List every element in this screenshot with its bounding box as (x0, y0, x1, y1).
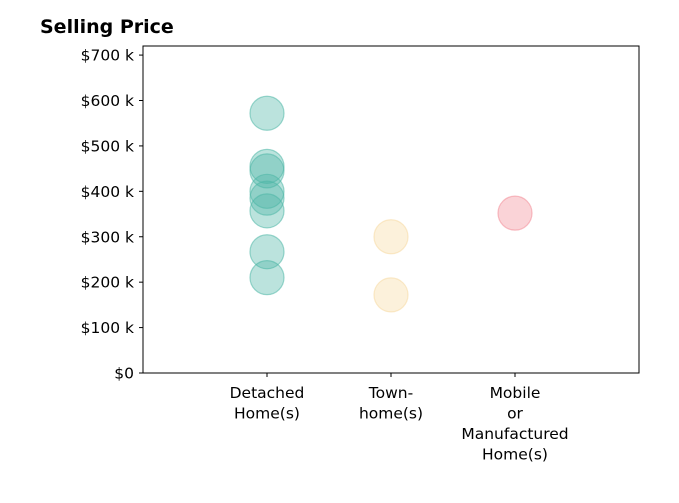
y-tick-label: $600 k (81, 92, 134, 110)
y-tick-label: $700 k (81, 47, 134, 65)
data-point (249, 153, 285, 189)
y-tick-label: $400 k (81, 183, 134, 201)
data-point (373, 219, 409, 255)
x-tick-label-line: or (507, 405, 523, 423)
x-tick-label-line: Mobile (490, 384, 541, 402)
y-tick-label: $100 k (81, 319, 134, 337)
x-tick-label-line: Detached (230, 384, 305, 402)
x-tick-label-line: home(s) (359, 405, 423, 423)
data-point (249, 180, 285, 216)
data-point (497, 195, 533, 231)
data-point (373, 277, 409, 313)
data-points (249, 95, 533, 313)
data-point (249, 193, 285, 229)
x-tick-label-line: Home(s) (482, 446, 548, 464)
x-tick-label: Mobile or Manufactured Home(s) (461, 384, 568, 464)
x-tick-label: Detached Home(s) (230, 384, 305, 423)
y-tick-label: $500 k (81, 137, 134, 155)
plot-area-frame (142, 45, 640, 374)
y-axis: $0 $100 k $200 k $300 k $400 k $500 k $600 k $7… (81, 47, 143, 383)
x-tick-label-line: Town- (368, 384, 413, 402)
x-tick-label-line: Home(s) (234, 405, 300, 423)
y-tick-label: $200 k (81, 274, 134, 292)
x-tick-label: Town-home(s) (359, 384, 423, 423)
x-tick-label-line: Manufactured (461, 425, 568, 443)
y-tick-label: $300 k (81, 228, 134, 246)
y-tick-label: $0 (114, 365, 134, 383)
chart-title: Selling Price (40, 16, 174, 38)
x-axis: Detached Home(s) Town-home(s) Mobile or Manuf… (230, 373, 569, 464)
data-point (249, 95, 285, 131)
data-point (249, 234, 285, 270)
data-point (249, 260, 285, 296)
